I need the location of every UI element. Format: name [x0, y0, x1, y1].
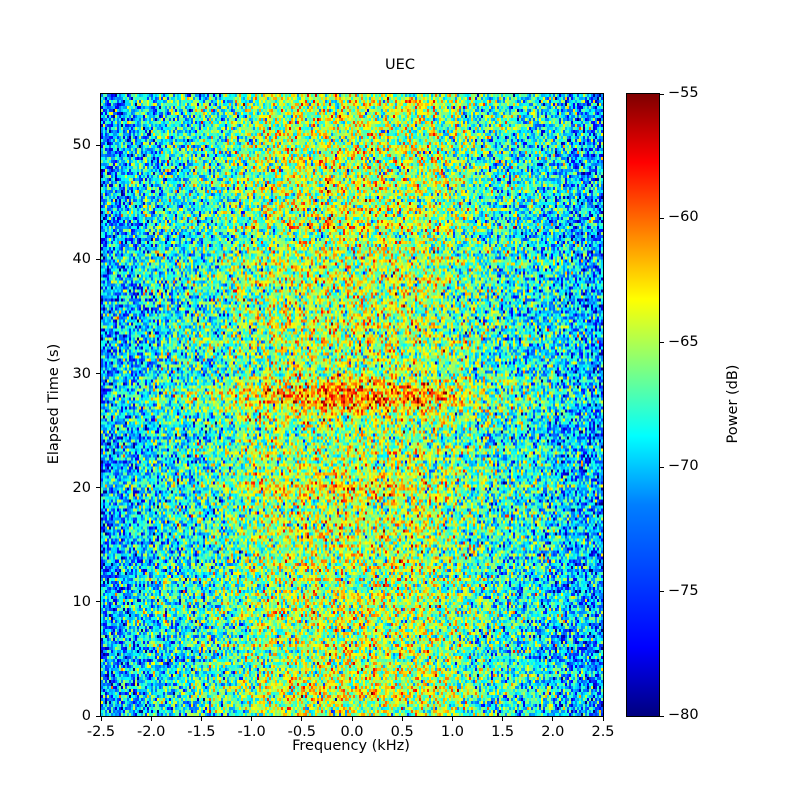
x-tick-label: -1.5: [187, 724, 216, 740]
y-axis-label: Elapsed Time (s): [46, 343, 62, 465]
colorbar-tick-mark: [660, 591, 664, 593]
colorbar-tick-label: −55: [668, 85, 699, 101]
x-tick-mark: [502, 717, 504, 721]
x-tick-mark: [602, 717, 604, 721]
spectrogram-plot-area: [100, 93, 604, 717]
y-tick-mark: [96, 258, 100, 260]
y-tick-label: 10: [72, 593, 91, 610]
x-tick-mark: [552, 717, 554, 721]
y-tick-mark: [96, 715, 100, 717]
x-tick-mark: [150, 717, 152, 721]
x-tick-label: 2.5: [591, 724, 615, 740]
x-tick-label: -1.0: [237, 724, 266, 740]
colorbar-tick-label: −80: [668, 707, 699, 723]
colorbar-tick-label: −60: [668, 209, 699, 226]
spectrogram-image: [101, 94, 603, 716]
x-tick-mark: [251, 717, 253, 721]
x-tick-mark: [100, 717, 102, 721]
y-tick-mark: [96, 373, 100, 375]
x-tick-mark: [401, 717, 403, 721]
colorbar-tick-mark: [660, 466, 664, 468]
x-tick-label: 0.5: [390, 724, 414, 740]
x-tick-mark: [200, 717, 202, 721]
colorbar: [626, 93, 660, 717]
colorbar-tick-label: −70: [668, 458, 699, 475]
x-tick-label: -2.0: [137, 724, 166, 740]
colorbar-label: Power (dB): [725, 364, 741, 444]
x-tick-label: 1.5: [491, 724, 515, 740]
y-tick-label: 20: [72, 479, 91, 496]
y-tick-label: 50: [72, 137, 91, 154]
x-axis-label: Frequency (kHz): [292, 738, 410, 754]
x-tick-label: -2.5: [86, 724, 116, 740]
y-tick-label: 30: [72, 365, 91, 382]
y-tick-mark: [96, 144, 100, 146]
colorbar-tick-mark: [660, 342, 664, 344]
x-tick-label: -0.5: [287, 724, 316, 740]
x-tick-mark: [301, 717, 303, 721]
colorbar-tick-mark: [660, 715, 664, 717]
title-station: UEC: [385, 57, 415, 73]
y-tick-mark: [96, 601, 100, 603]
x-tick-label: 0.0: [340, 724, 364, 740]
colorbar-tick-mark: [660, 93, 664, 95]
colorbar-tick-mark: [660, 217, 664, 219]
colorbar-tick-label: −65: [668, 333, 699, 350]
y-tick-label: 40: [72, 251, 91, 268]
x-tick-label: 1.0: [440, 724, 464, 740]
colorbar-tick-label: −75: [668, 582, 699, 599]
x-tick-mark: [351, 717, 353, 721]
y-tick-label: 0: [81, 708, 91, 724]
x-tick-label: 2.0: [541, 724, 565, 740]
x-tick-mark: [451, 717, 453, 721]
y-tick-mark: [96, 487, 100, 489]
